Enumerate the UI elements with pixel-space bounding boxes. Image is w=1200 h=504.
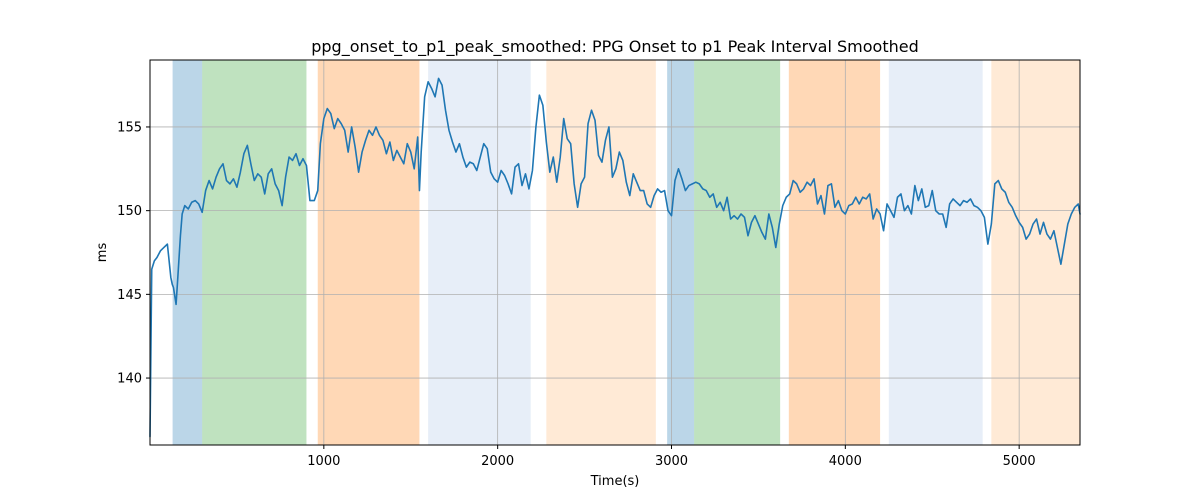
chart-title: ppg_onset_to_p1_peak_smoothed: PPG Onset…	[311, 37, 919, 57]
x-tick-label: 1000	[307, 454, 340, 469]
series-line	[149, 77, 1081, 438]
x-tick-label: 2000	[481, 454, 514, 469]
shaded-band	[888, 60, 983, 445]
shaded-band	[991, 60, 1080, 445]
plot-frame	[149, 59, 1081, 446]
shaded-band	[317, 60, 420, 445]
x-tick-label: 3000	[655, 454, 688, 469]
x-axis-label: Time(s)	[590, 474, 640, 489]
y-tick-label: 140	[117, 372, 142, 387]
x-axis-ticks: 1000 2000 3000 4000 5000	[307, 445, 1036, 469]
grid-lines	[150, 60, 1080, 445]
y-tick-label: 145	[117, 288, 142, 303]
x-tick-label: 4000	[829, 454, 862, 469]
shaded-band	[428, 60, 531, 445]
shaded-band	[788, 60, 881, 445]
y-tick-label: 150	[117, 204, 142, 219]
shaded-band	[202, 60, 307, 445]
background-bands	[172, 60, 1080, 445]
y-tick-label: 155	[117, 120, 142, 135]
x-tick-label: 5000	[1003, 454, 1036, 469]
shaded-band	[172, 60, 203, 445]
shaded-band	[546, 60, 656, 445]
y-axis-ticks: 140 145 150 155	[117, 120, 150, 387]
y-axis-label: ms	[95, 243, 110, 263]
series-layer	[149, 77, 1081, 438]
shaded-band	[694, 60, 781, 445]
